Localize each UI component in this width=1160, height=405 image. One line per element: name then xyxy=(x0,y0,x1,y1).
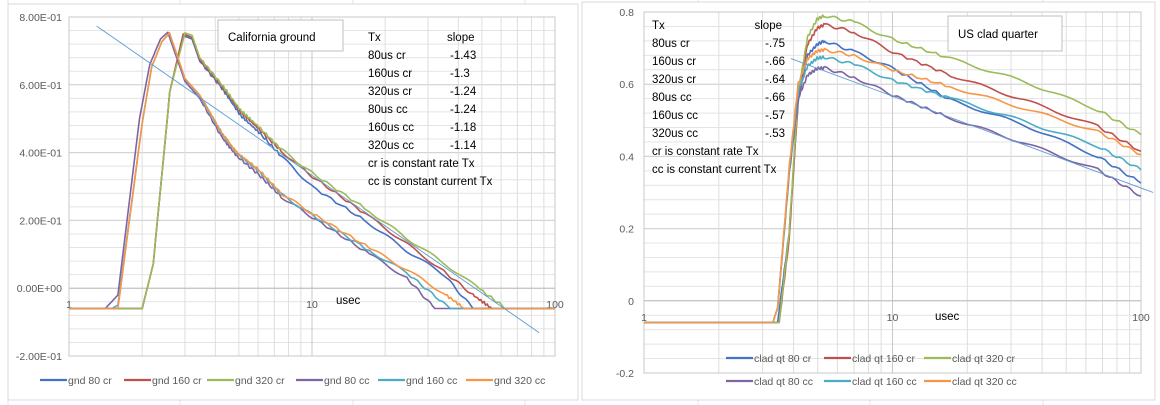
annotation-row-slope: -1.3 xyxy=(450,68,470,80)
legend-label: clad qt 80 cc xyxy=(754,376,813,388)
annotation-row-label: 160us cc xyxy=(652,110,698,122)
series-line-clad-qt-320-cc xyxy=(644,47,1142,324)
y-tick-label: 2.00E-01 xyxy=(19,215,62,227)
annotation-row-label: 80us cc xyxy=(652,92,692,104)
series-line-gnd-320-cc xyxy=(69,32,555,310)
annotation-header-tx: Tx xyxy=(368,32,381,44)
y-tick-label: 0.2 xyxy=(619,224,634,236)
legend-item: gnd 160 cr xyxy=(124,375,202,387)
legend-label: clad qt 320 cc xyxy=(952,376,1017,388)
legend-label: clad qt 320 cr xyxy=(952,353,1016,365)
annotation-row-label: 80us cr xyxy=(652,38,690,50)
annotation-row-label: 160us cr xyxy=(652,56,696,68)
annotation-header-slope: slope xyxy=(447,32,475,44)
legend-item: clad qt 320 cc xyxy=(924,376,1017,388)
annotation-row-slope: -.64 xyxy=(765,74,785,86)
legend-item: clad qt 160 cc xyxy=(824,376,917,388)
legend-label: gnd 160 cr xyxy=(152,375,202,387)
annotation-row-slope: -.53 xyxy=(765,128,785,140)
annotation-row-slope: -.66 xyxy=(765,56,785,68)
chart-title-box xyxy=(947,15,1063,52)
y-tick-label: 8.00E-01 xyxy=(19,12,62,24)
x-axis-label: usec xyxy=(935,311,960,323)
annotation-row-label: 80us cc xyxy=(368,104,408,116)
series-line-gnd-320-cr xyxy=(69,32,555,310)
annotation-row-label: 320us cc xyxy=(652,128,698,140)
y-tick-label: -2.00E-01 xyxy=(16,351,62,363)
legend-item: gnd 80 cr xyxy=(40,375,112,387)
annotation-row-slope: -1.14 xyxy=(450,140,477,152)
x-axis-label: usec xyxy=(336,295,361,307)
annotation-note: cc is constant current Tx xyxy=(368,176,493,188)
legend-item: clad qt 80 cc xyxy=(726,376,813,388)
annotation-header-tx: Tx xyxy=(652,20,665,32)
legend-label: clad qt 160 cr xyxy=(852,353,916,365)
y-tick-label: 0.6 xyxy=(619,79,634,91)
annotation-row-label: 320us cr xyxy=(652,74,696,86)
x-tick-label: 100 xyxy=(1132,312,1150,324)
y-tick-label: 4.00E-01 xyxy=(19,148,62,160)
x-tick-label: 10 xyxy=(887,312,899,324)
annotation-row-slope: -1.43 xyxy=(450,50,476,62)
annotation-note: cr is constant rate Tx xyxy=(652,146,759,158)
annotation-row-slope: -.66 xyxy=(765,92,785,104)
chart-title: California ground xyxy=(228,32,316,44)
annotation-row-label: 320us cc xyxy=(368,140,414,152)
plot-area xyxy=(68,16,556,357)
x-tick-label: 1 xyxy=(66,299,72,311)
annotation-note: cr is constant rate Tx xyxy=(368,158,475,170)
annotation-header-slope: slope xyxy=(755,20,783,32)
annotation-row-label: 160us cc xyxy=(368,122,414,134)
legend-item: clad qt 80 cr xyxy=(726,353,812,365)
x-tick-label: 1 xyxy=(641,312,647,324)
y-tick-label: 0.8 xyxy=(619,7,634,19)
series-line-clad-qt-320-cr xyxy=(644,14,1142,324)
annotation-row-slope: -1.18 xyxy=(450,122,476,134)
legend-item: clad qt 160 cr xyxy=(824,353,916,365)
legend: clad qt 80 cr clad qt 160 cr clad qt 320 c… xyxy=(726,353,1017,388)
legend-label: gnd 160 cc xyxy=(406,375,457,387)
legend-label: gnd 320 cc xyxy=(494,375,545,387)
y-tick-label: 0 xyxy=(628,296,634,308)
legend-item: gnd 80 cc xyxy=(296,375,370,387)
chart-title: US clad quarter xyxy=(958,29,1038,41)
trendline xyxy=(96,25,540,333)
legend-label: gnd 80 cr xyxy=(68,375,112,387)
legend-item: gnd 160 cc xyxy=(378,375,457,387)
chart-area xyxy=(7,3,579,401)
y-tick-label: 0.4 xyxy=(619,151,634,163)
legend-label: clad qt 80 cr xyxy=(754,353,812,365)
annotation-row-slope: -.75 xyxy=(765,38,785,50)
chart-california-ground: -2.00E-01 0.00E+00 2.00E-01 4.00E-01 6.00E-0… xyxy=(7,3,579,401)
legend-label: gnd 320 cr xyxy=(235,375,285,387)
y-tick-label: -0.2 xyxy=(616,368,634,380)
legend-item: gnd 320 cc xyxy=(466,375,545,387)
annotation-row-slope: -1.24 xyxy=(450,104,477,116)
annotation-row-slope: -1.24 xyxy=(450,86,477,98)
chart-us-clad-quarter: -0.2 0 0.2 0.4 0.6 0.8 1 10 100 usec US clad quart… xyxy=(581,1,1156,401)
annotation-row-slope: -.57 xyxy=(765,110,785,122)
legend-label: clad qt 160 cc xyxy=(852,376,917,388)
annotation-row-label: 160us cr xyxy=(368,68,412,80)
legend-item: clad qt 320 cr xyxy=(924,353,1016,365)
annotation-note: cc is constant current Tx xyxy=(652,164,777,176)
annotation-row-label: 80us cr xyxy=(368,50,406,62)
x-tick-label: 10 xyxy=(306,299,318,311)
chart-title-box xyxy=(217,19,344,52)
annotation-row-label: 320us cr xyxy=(368,86,412,98)
y-tick-label: 6.00E-01 xyxy=(19,80,62,92)
legend-item: gnd 320 cr xyxy=(207,375,285,387)
legend-label: gnd 80 cc xyxy=(324,375,370,387)
y-tick-label: 0.00E+00 xyxy=(17,283,62,295)
trendline xyxy=(790,58,1154,193)
legend: gnd 80 cr gnd 160 cr gnd 320 cr gnd 80 cc gn… xyxy=(40,375,545,387)
plot-area xyxy=(643,11,1142,374)
